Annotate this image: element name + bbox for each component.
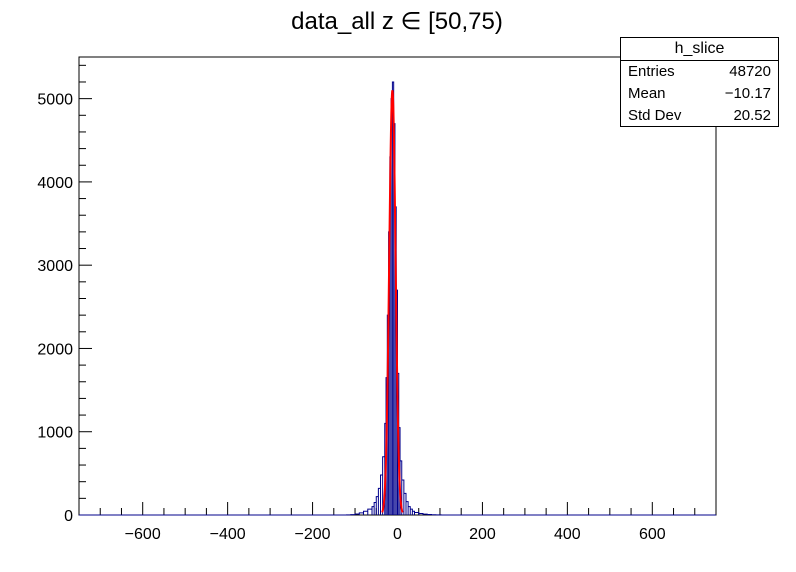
stats-row-stddev: Std Dev 20.52 — [621, 105, 778, 127]
stats-value: 20.52 — [733, 107, 771, 124]
stats-value: −10.17 — [724, 85, 771, 102]
stats-title: h_slice — [621, 38, 778, 61]
y-tick-label: 0 — [64, 508, 73, 525]
y-tick-label: 2000 — [37, 341, 73, 358]
stats-label: Mean — [628, 85, 666, 102]
histogram-bars — [79, 81, 716, 516]
x-tick-label: 0 — [393, 526, 402, 543]
x-tick-label: 600 — [639, 526, 666, 543]
fit-curve — [381, 90, 404, 513]
x-tick-label: −400 — [210, 526, 246, 543]
stats-box: h_slice Entries 48720 Mean −10.17 Std De… — [620, 37, 779, 127]
stats-row-entries: Entries 48720 — [621, 61, 778, 83]
stats-label: Entries — [628, 63, 675, 80]
stats-value: 48720 — [729, 63, 771, 80]
x-tick-label: 400 — [554, 526, 581, 543]
x-tick-label: 200 — [469, 526, 496, 543]
chart-title: data_all z ∈ [50,75) — [291, 8, 503, 35]
y-tick-label: 3000 — [37, 258, 73, 275]
x-tick-label: −600 — [125, 526, 161, 543]
stats-label: Std Dev — [628, 107, 682, 124]
x-tick-label: −200 — [295, 526, 331, 543]
y-tick-label: 5000 — [37, 92, 73, 109]
histogram-outline — [79, 81, 716, 516]
fit-line — [381, 90, 404, 513]
y-tick-label: 1000 — [37, 425, 73, 442]
stats-row-mean: Mean −10.17 — [621, 83, 778, 105]
y-tick-label: 4000 — [37, 175, 73, 192]
axes: −600 −400 −200 0 200 400 600 0 1000 2000 3000 4000 5… — [37, 64, 696, 543]
